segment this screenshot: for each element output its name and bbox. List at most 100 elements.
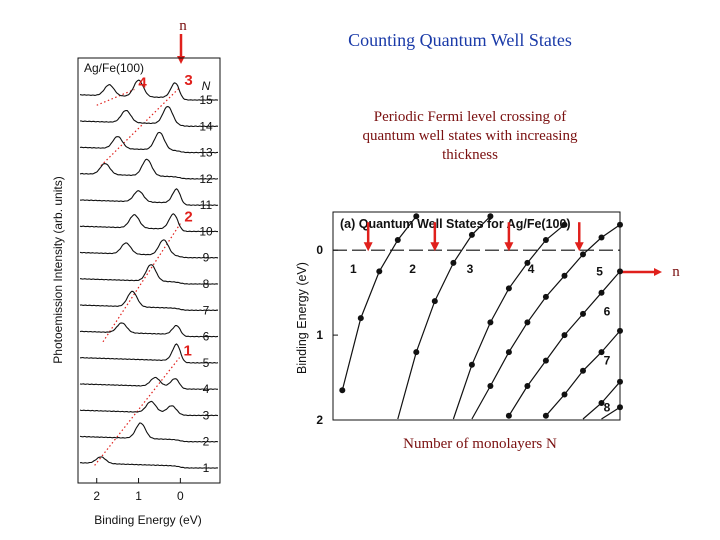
- data-point: [580, 367, 586, 374]
- n-label: 10: [199, 224, 213, 238]
- spectrum-line: [80, 343, 219, 364]
- data-point: [598, 234, 605, 241]
- y-tick-label: 1: [316, 328, 323, 342]
- qw-state-label: 1: [350, 262, 357, 276]
- left-x-axis-label: Binding Energy (eV): [94, 513, 201, 527]
- data-point: [339, 387, 346, 394]
- guide-line: [102, 223, 181, 343]
- spectrum-line: [79, 79, 219, 101]
- qw-state-label: 5: [596, 264, 603, 278]
- qw-state-line: [601, 406, 621, 420]
- spectrum-line: [79, 188, 219, 206]
- guide-line: [100, 86, 181, 167]
- data-point: [487, 383, 494, 389]
- data-point: [561, 332, 568, 339]
- data-point: [468, 231, 475, 238]
- n-label: 15: [199, 93, 213, 107]
- data-point: [505, 412, 512, 419]
- n-label: 5: [203, 356, 210, 370]
- marker-letter-right: n: [672, 264, 680, 280]
- n-label: 12: [199, 172, 213, 186]
- data-point: [542, 412, 549, 419]
- spectrum-line: [80, 264, 219, 285]
- data-point: [617, 404, 623, 411]
- n-label: 13: [199, 146, 213, 160]
- data-point: [617, 327, 623, 334]
- left-plot-frame: [77, 57, 221, 484]
- guide-label: 3: [184, 72, 192, 89]
- spectrum-line: [79, 456, 219, 469]
- spectrum-line: [79, 158, 219, 180]
- crossing-arrowhead: [363, 242, 373, 252]
- qw-state-line: [452, 224, 565, 420]
- qw-state-label: 6: [604, 304, 611, 318]
- n-label: 8: [203, 277, 210, 291]
- description-text: Periodic Fermi level crossing of quantum…: [362, 109, 578, 163]
- spectrum-line: [79, 213, 218, 233]
- guide-label: 4: [138, 75, 147, 92]
- spectrum-line: [79, 131, 218, 154]
- data-point: [598, 289, 605, 296]
- n-label: 1: [203, 461, 210, 475]
- left-y-axis-label: Photoemission Intensity (arb. units): [51, 176, 65, 363]
- data-point: [598, 349, 605, 356]
- y-tick-label: 2: [316, 413, 323, 427]
- data-point: [524, 319, 531, 326]
- data-point: [580, 310, 586, 317]
- qw-state-label: 3: [467, 262, 474, 276]
- n-label: 3: [203, 408, 210, 422]
- data-point: [561, 272, 568, 279]
- n-column-header: N: [202, 79, 211, 93]
- qw-state-label: 4: [528, 262, 535, 276]
- qw-state-line: [471, 224, 621, 420]
- data-point: [524, 259, 531, 266]
- data-point: [617, 268, 623, 275]
- n-label: 6: [203, 330, 210, 344]
- data-point: [617, 378, 623, 385]
- dispersion-panel: (a) Quantum Well States for Ag/Fe(100) B…: [295, 211, 623, 427]
- right-chart-title: (a) Quantum Well States for Ag/Fe(100): [340, 217, 571, 231]
- data-point: [468, 361, 475, 368]
- data-point: [450, 259, 457, 266]
- crossing-arrowhead: [504, 242, 514, 252]
- data-point: [394, 237, 401, 243]
- data-point: [561, 221, 568, 228]
- photoemission-panel: Ag/Fe(100) N Binding Energy (eV) Photoem…: [51, 57, 221, 527]
- n-label: 9: [203, 251, 210, 265]
- y-tick-label: 0: [316, 243, 323, 257]
- qw-state-label: 7: [604, 354, 611, 368]
- spectrum-line: [79, 322, 219, 338]
- spectrum-line: [79, 376, 219, 390]
- qw-state-label: 2: [409, 262, 416, 276]
- qw-state-line: [341, 215, 417, 391]
- n-label: 14: [199, 119, 213, 133]
- data-point: [505, 349, 512, 356]
- crossing-arrowhead: [430, 242, 440, 252]
- data-point: [617, 221, 623, 228]
- guide-line: [96, 88, 135, 106]
- data-point: [542, 237, 549, 243]
- data-point: [487, 319, 494, 326]
- data-point: [524, 383, 531, 389]
- crossing-arrowhead: [574, 242, 584, 252]
- data-point: [580, 251, 586, 258]
- data-point: [413, 349, 420, 356]
- x-tick-label: 0: [177, 489, 184, 503]
- qw-state-line: [397, 215, 491, 420]
- data-point: [431, 298, 438, 305]
- x-axis-caption: Number of monolayers N: [403, 436, 557, 452]
- right-y-axis-label: Binding Energy (eV): [295, 262, 309, 374]
- spectrum-line: [79, 400, 219, 417]
- data-point: [542, 293, 549, 300]
- left-chart-title: Ag/Fe(100): [84, 61, 144, 75]
- spectrum-line: [79, 290, 219, 312]
- data-point: [376, 268, 383, 275]
- spectrum-line: [79, 239, 219, 259]
- guide-line: [94, 357, 180, 466]
- data-point: [505, 285, 512, 292]
- n-label: 4: [203, 382, 210, 396]
- data-point: [357, 315, 364, 322]
- n-label: 11: [200, 198, 213, 212]
- data-point: [542, 357, 549, 364]
